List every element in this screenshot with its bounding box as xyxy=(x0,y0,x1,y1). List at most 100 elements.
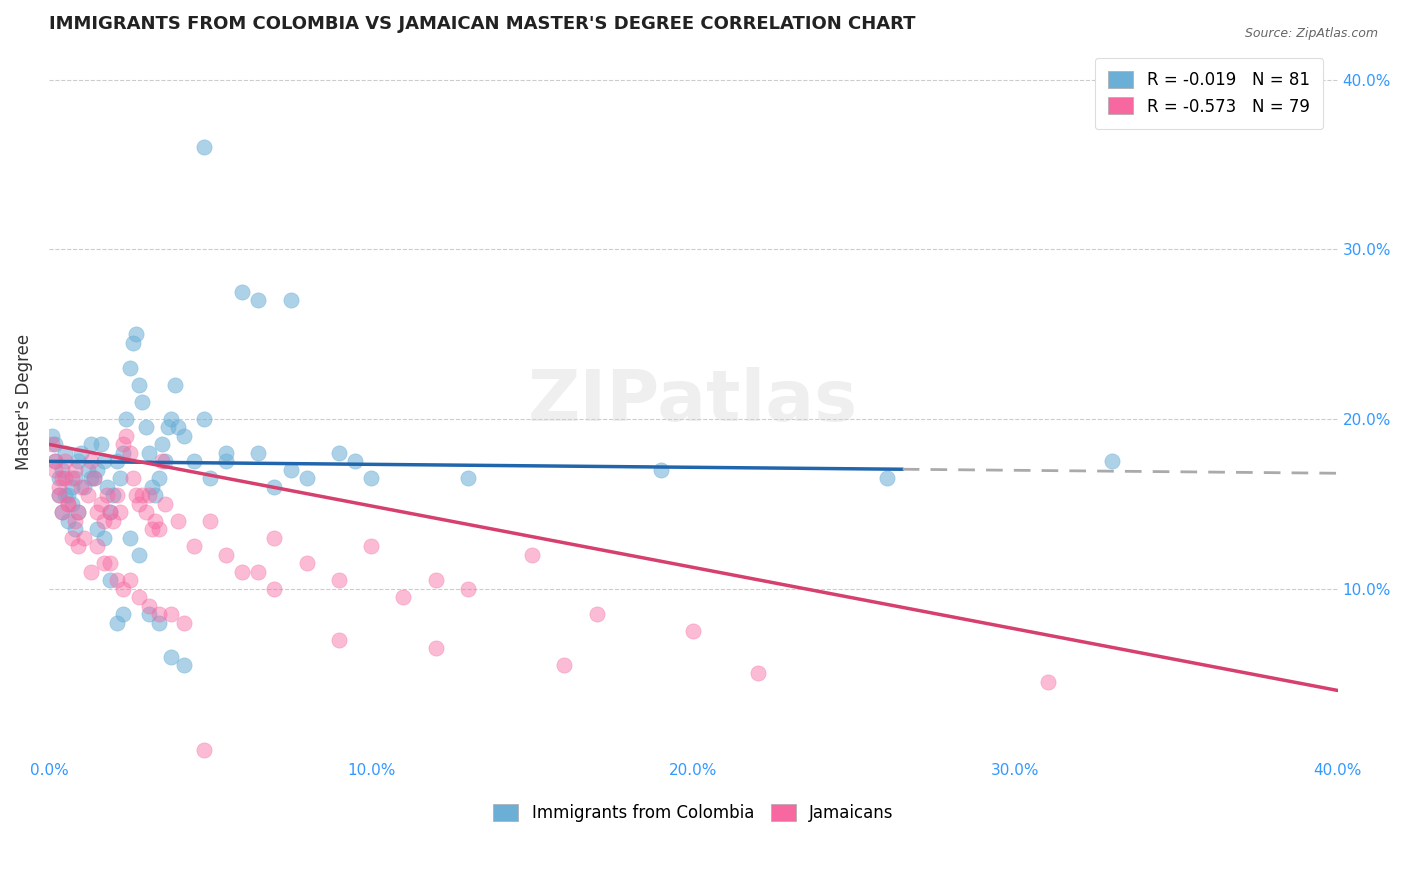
Point xyxy=(328,573,350,587)
Point xyxy=(457,471,479,485)
Point xyxy=(215,548,238,562)
Point xyxy=(128,497,150,511)
Point xyxy=(328,446,350,460)
Point xyxy=(58,514,80,528)
Point xyxy=(198,471,221,485)
Point xyxy=(148,607,170,621)
Point xyxy=(173,429,195,443)
Point xyxy=(198,514,221,528)
Point xyxy=(193,140,215,154)
Point xyxy=(98,505,121,519)
Point xyxy=(650,463,672,477)
Point xyxy=(112,437,135,451)
Point xyxy=(93,514,115,528)
Point xyxy=(53,488,76,502)
Point xyxy=(231,285,253,299)
Point xyxy=(173,615,195,630)
Point xyxy=(53,471,76,485)
Point xyxy=(44,454,66,468)
Point xyxy=(105,488,128,502)
Point xyxy=(747,666,769,681)
Point xyxy=(48,488,70,502)
Point xyxy=(66,539,89,553)
Point xyxy=(1036,675,1059,690)
Point xyxy=(160,649,183,664)
Point xyxy=(360,539,382,553)
Point xyxy=(141,480,163,494)
Point xyxy=(66,505,89,519)
Point xyxy=(295,471,318,485)
Point xyxy=(166,420,188,434)
Legend: Immigrants from Colombia, Jamaicans: Immigrants from Colombia, Jamaicans xyxy=(479,790,907,836)
Point xyxy=(183,454,205,468)
Y-axis label: Master's Degree: Master's Degree xyxy=(15,334,32,470)
Point xyxy=(108,471,131,485)
Point xyxy=(425,573,447,587)
Point xyxy=(86,463,108,477)
Point xyxy=(112,607,135,621)
Point xyxy=(86,505,108,519)
Point xyxy=(63,471,86,485)
Point xyxy=(63,522,86,536)
Point xyxy=(128,548,150,562)
Point xyxy=(44,437,66,451)
Point xyxy=(118,573,141,587)
Point xyxy=(48,488,70,502)
Point xyxy=(457,582,479,596)
Point xyxy=(295,556,318,570)
Point xyxy=(98,556,121,570)
Point xyxy=(96,480,118,494)
Point xyxy=(41,437,63,451)
Point xyxy=(51,463,73,477)
Point xyxy=(150,454,173,468)
Point xyxy=(141,522,163,536)
Point xyxy=(48,471,70,485)
Point xyxy=(148,522,170,536)
Point xyxy=(93,454,115,468)
Point xyxy=(108,505,131,519)
Point xyxy=(44,454,66,468)
Point xyxy=(150,437,173,451)
Point xyxy=(58,497,80,511)
Point xyxy=(66,454,89,468)
Point xyxy=(215,454,238,468)
Point xyxy=(53,446,76,460)
Point xyxy=(70,480,93,494)
Point xyxy=(80,454,103,468)
Point xyxy=(160,607,183,621)
Point xyxy=(143,488,166,502)
Point xyxy=(166,514,188,528)
Point xyxy=(58,488,80,502)
Point xyxy=(125,327,148,342)
Point xyxy=(66,505,89,519)
Point xyxy=(553,658,575,673)
Point xyxy=(93,531,115,545)
Point xyxy=(60,531,83,545)
Point xyxy=(522,548,544,562)
Point xyxy=(148,471,170,485)
Point xyxy=(115,412,138,426)
Text: ZIPatlas: ZIPatlas xyxy=(529,368,859,436)
Point xyxy=(392,590,415,604)
Point xyxy=(118,531,141,545)
Point xyxy=(360,471,382,485)
Point xyxy=(138,488,160,502)
Point xyxy=(51,505,73,519)
Point xyxy=(128,378,150,392)
Point xyxy=(41,429,63,443)
Point xyxy=(247,293,270,308)
Point xyxy=(118,446,141,460)
Point xyxy=(425,640,447,655)
Point xyxy=(80,565,103,579)
Point xyxy=(105,573,128,587)
Point xyxy=(89,437,111,451)
Text: Source: ZipAtlas.com: Source: ZipAtlas.com xyxy=(1244,27,1378,40)
Point xyxy=(157,420,180,434)
Point xyxy=(60,471,83,485)
Point xyxy=(83,471,105,485)
Point xyxy=(193,412,215,426)
Point xyxy=(280,293,302,308)
Point xyxy=(60,480,83,494)
Point xyxy=(73,480,96,494)
Point xyxy=(98,505,121,519)
